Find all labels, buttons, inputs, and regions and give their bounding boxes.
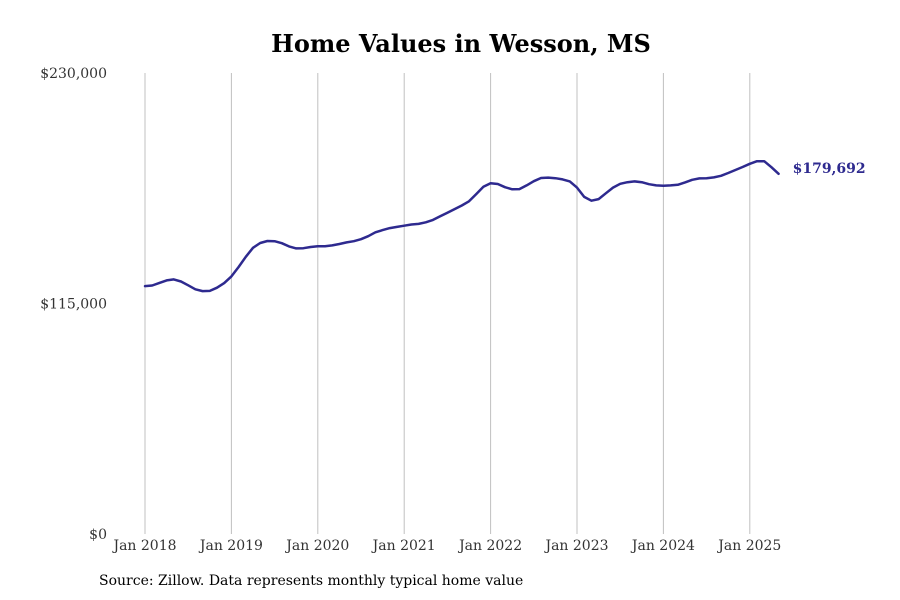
x-tick-label-3: Jan 2021 (371, 538, 436, 554)
source-note: Source: Zillow. Data represents monthly … (99, 573, 524, 589)
x-tick-label-0: Jan 2018 (111, 538, 176, 554)
y-tick-label-1: $115,000 (40, 297, 107, 313)
series-layer (143, 159, 780, 293)
last-value-label: $179,692 (793, 161, 866, 177)
x-axis-tick-labels: Jan 2018 Jan 2019 Jan 2020 Jan 2021 Jan 2022… (111, 538, 781, 554)
y-tick-label-0: $0 (89, 527, 107, 543)
x-tick-label-1: Jan 2019 (198, 538, 263, 554)
x-tick-label-2: Jan 2020 (284, 538, 349, 554)
grid-lines (144, 73, 751, 534)
series-line-0 (143, 159, 780, 293)
y-axis-tick-labels: $0 $115,000 $230,000 (40, 66, 107, 543)
x-tick-label-6: Jan 2024 (630, 538, 695, 554)
y-tick-label-2: $230,000 (40, 66, 107, 82)
x-tick-label-7: Jan 2025 (716, 538, 781, 554)
chart-title: Home Values in Wesson, MS (271, 29, 651, 58)
x-tick-label-4: Jan 2022 (457, 538, 522, 554)
x-tick-label-5: Jan 2023 (543, 538, 608, 554)
